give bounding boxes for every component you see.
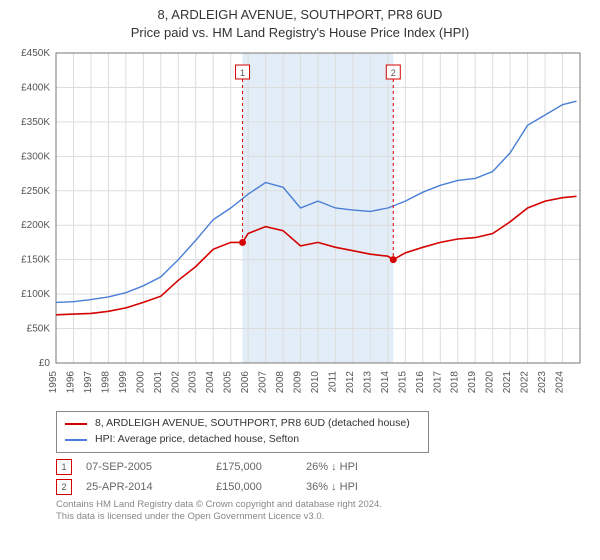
legend: 8, ARDLEIGH AVENUE, SOUTHPORT, PR8 6UD (… <box>56 411 429 453</box>
sale-marker-icon: 1 <box>56 459 72 475</box>
svg-text:2004: 2004 <box>205 371 216 394</box>
svg-text:£350K: £350K <box>21 117 50 128</box>
svg-text:2021: 2021 <box>502 371 513 394</box>
footer-line-2: This data is licensed under the Open Gov… <box>56 511 582 523</box>
chart: £0 £50K £100K £150K £200K £250K £300K £350K £400… <box>10 45 590 405</box>
svg-text:2017: 2017 <box>432 371 443 394</box>
svg-text:2016: 2016 <box>415 371 426 394</box>
sales-table: 1 07-SEP-2005£175,00026% ↓ HPI 2 25-APR-201… <box>56 459 582 495</box>
svg-text:2003: 2003 <box>188 371 199 394</box>
svg-text:2008: 2008 <box>275 371 286 394</box>
footer-line-1: Contains HM Land Registry data © Crown c… <box>56 499 582 511</box>
svg-text:2011: 2011 <box>327 371 338 393</box>
svg-text:2010: 2010 <box>310 371 321 394</box>
svg-text:£300K: £300K <box>21 151 50 162</box>
chart-title: 8, ARDLEIGH AVENUE, SOUTHPORT, PR8 6UD P… <box>10 6 590 41</box>
svg-text:£100K: £100K <box>21 289 50 300</box>
sale-price: £150,000 <box>216 481 306 493</box>
sale-diff: 26% ↓ HPI <box>306 461 396 473</box>
svg-text:2020: 2020 <box>485 371 496 394</box>
svg-text:2006: 2006 <box>240 371 251 394</box>
svg-text:1996: 1996 <box>65 371 76 394</box>
legend-swatch <box>65 423 87 425</box>
sale-row: 2 25-APR-2014£150,00036% ↓ HPI <box>56 479 582 495</box>
sale-marker-icon: 2 <box>56 479 72 495</box>
svg-text:1998: 1998 <box>100 371 111 394</box>
svg-text:1997: 1997 <box>83 371 94 394</box>
legend-label: 8, ARDLEIGH AVENUE, SOUTHPORT, PR8 6UD (… <box>95 416 410 432</box>
svg-text:2005: 2005 <box>223 371 234 394</box>
legend-swatch <box>65 439 87 441</box>
svg-text:2014: 2014 <box>380 371 391 394</box>
svg-text:£50K: £50K <box>27 324 51 335</box>
svg-text:2019: 2019 <box>467 371 478 394</box>
svg-text:£150K: £150K <box>21 255 50 266</box>
chart-svg: £0 £50K £100K £150K £200K £250K £300K £350K £400… <box>10 45 590 405</box>
svg-text:2: 2 <box>391 68 396 78</box>
svg-text:2018: 2018 <box>450 371 461 394</box>
svg-text:2024: 2024 <box>555 371 566 394</box>
svg-text:2023: 2023 <box>537 371 548 394</box>
svg-text:£250K: £250K <box>21 186 50 197</box>
svg-text:2009: 2009 <box>293 371 304 394</box>
legend-label: HPI: Average price, detached house, Seft… <box>95 432 299 448</box>
svg-text:1995: 1995 <box>48 371 59 394</box>
sale-row: 1 07-SEP-2005£175,00026% ↓ HPI <box>56 459 582 475</box>
sale-diff: 36% ↓ HPI <box>306 481 396 493</box>
svg-text:2013: 2013 <box>362 371 373 394</box>
svg-text:2015: 2015 <box>397 371 408 394</box>
svg-text:2000: 2000 <box>135 371 146 394</box>
sale-date: 07-SEP-2005 <box>86 461 216 473</box>
legend-item: 8, ARDLEIGH AVENUE, SOUTHPORT, PR8 6UD (… <box>65 416 420 432</box>
svg-text:1999: 1999 <box>118 371 129 394</box>
title-line-1: 8, ARDLEIGH AVENUE, SOUTHPORT, PR8 6UD <box>10 6 590 24</box>
svg-text:2022: 2022 <box>520 371 531 394</box>
svg-text:£200K: £200K <box>21 220 50 231</box>
svg-text:£450K: £450K <box>21 48 50 59</box>
svg-text:2002: 2002 <box>170 371 181 394</box>
sale-date: 25-APR-2014 <box>86 481 216 493</box>
svg-text:£400K: £400K <box>21 83 50 94</box>
svg-text:£0: £0 <box>39 358 51 369</box>
title-line-2: Price paid vs. HM Land Registry's House … <box>10 24 590 42</box>
page: 8, ARDLEIGH AVENUE, SOUTHPORT, PR8 6UD P… <box>0 0 600 523</box>
footer: Contains HM Land Registry data © Crown c… <box>56 499 582 524</box>
legend-item: HPI: Average price, detached house, Seft… <box>65 432 420 448</box>
svg-text:1: 1 <box>240 68 245 78</box>
svg-text:2001: 2001 <box>153 371 164 394</box>
svg-text:2007: 2007 <box>258 371 269 394</box>
svg-text:2012: 2012 <box>345 371 356 394</box>
sale-price: £175,000 <box>216 461 306 473</box>
